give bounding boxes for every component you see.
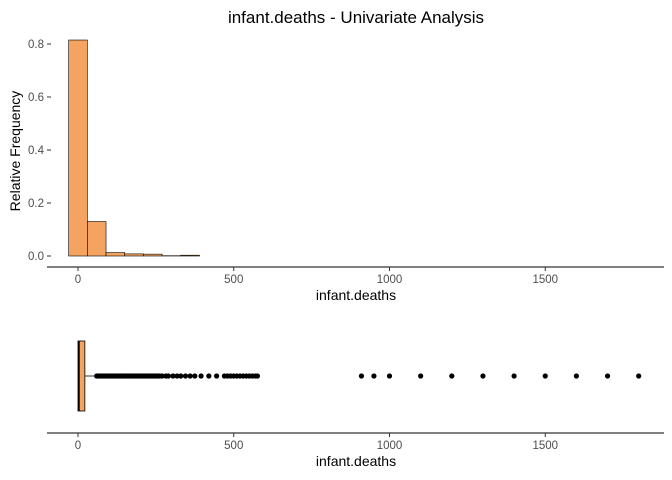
histogram-bars [68, 39, 200, 257]
boxplot-outlier-point [187, 373, 193, 379]
boxplot-box [77, 340, 96, 412]
histogram-bar-1 [87, 221, 107, 257]
boxplot-outlier-point [418, 373, 424, 379]
histogram-y-tick-label: 0.6 [28, 92, 44, 104]
boxplot-outlier-point [604, 373, 611, 379]
boxplot-outlier-point [170, 373, 176, 379]
histogram-x-tick-label: 0 [75, 274, 81, 286]
chart-title: infant.deaths - Univariate Analysis [228, 8, 484, 27]
histogram-x-axis-title: infant.deaths [316, 287, 396, 303]
boxplot-outlier-point [174, 373, 180, 379]
histogram-y-tick-label: 0.2 [28, 198, 44, 210]
histogram-bar-0 [68, 39, 88, 257]
boxplot-x-tick-label: 0 [75, 440, 81, 452]
histogram-y-tick-label: 0.8 [28, 39, 44, 51]
boxplot-outlier-point [254, 373, 261, 379]
histogram-bar-4 [143, 253, 163, 257]
boxplot-x-axis-title: infant.deaths [316, 453, 396, 469]
boxplot-outlier-point [386, 373, 393, 379]
boxplot-outlier-point [480, 373, 486, 379]
histogram-bar-3 [124, 253, 144, 257]
boxplot-outlier-point [206, 373, 212, 379]
histogram-y-axis: 0.0 0.2 0.4 0.6 0.8 [28, 39, 51, 263]
boxplot-outlier-point [214, 373, 220, 379]
boxplot-x-axis: 0 500 1000 1500 [75, 433, 558, 452]
histogram-y-tick-label: 0.0 [28, 251, 44, 263]
boxplot-outlier-point [198, 373, 204, 379]
boxplot-outlier-point [358, 373, 365, 379]
boxplot-outliers [94, 373, 642, 379]
histogram-x-tick-label: 1500 [532, 274, 558, 286]
histogram-bar-2 [105, 252, 126, 257]
histogram-y-tick-label: 0.4 [28, 145, 45, 157]
boxplot-x-tick-label: 1500 [532, 440, 558, 452]
boxplot-outlier-point [165, 373, 171, 379]
boxplot-outlier-point [192, 373, 198, 379]
boxplot-outlier-point [511, 373, 517, 379]
boxplot-outlier-point [182, 373, 189, 379]
boxplot-box-rect [77, 340, 86, 412]
boxplot-outlier-point [449, 373, 455, 379]
histogram-y-axis-title: Relative Frequency [7, 91, 23, 212]
boxplot-x-tick-label: 500 [224, 440, 243, 452]
histogram-bar-6 [180, 254, 200, 257]
boxplot-outlier-point [159, 373, 165, 379]
boxplot-outlier-point [542, 373, 548, 379]
boxplot-x-tick-label: 1000 [377, 440, 403, 452]
histogram-x-axis: 0 500 1000 1500 [75, 267, 558, 286]
boxplot-outlier-point [371, 373, 377, 379]
histogram-x-tick-label: 1000 [377, 274, 403, 286]
boxplot-outlier-point [573, 373, 580, 379]
histogram-x-tick-label: 500 [224, 274, 243, 286]
boxplot-outlier-point [636, 373, 642, 379]
boxplot-outlier-point [178, 373, 184, 379]
